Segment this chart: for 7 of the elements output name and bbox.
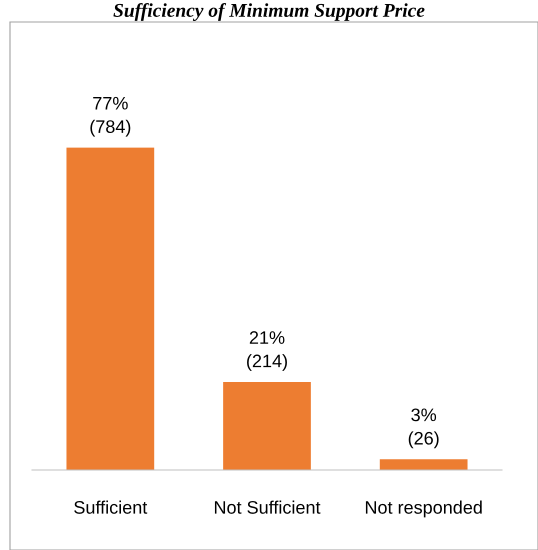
- x-tick-label: Not responded: [366, 500, 482, 518]
- x-tick-label: Sufficient: [74, 500, 148, 514]
- data-label: 77% (784): [90, 96, 130, 137]
- x-tick-label: Not Sufficient: [214, 500, 320, 514]
- chart-title: Sufficiency of Minimum Support Price: [113, 3, 425, 21]
- data-label: 3% (26): [408, 408, 439, 448]
- data-label: 21% (214): [247, 331, 287, 371]
